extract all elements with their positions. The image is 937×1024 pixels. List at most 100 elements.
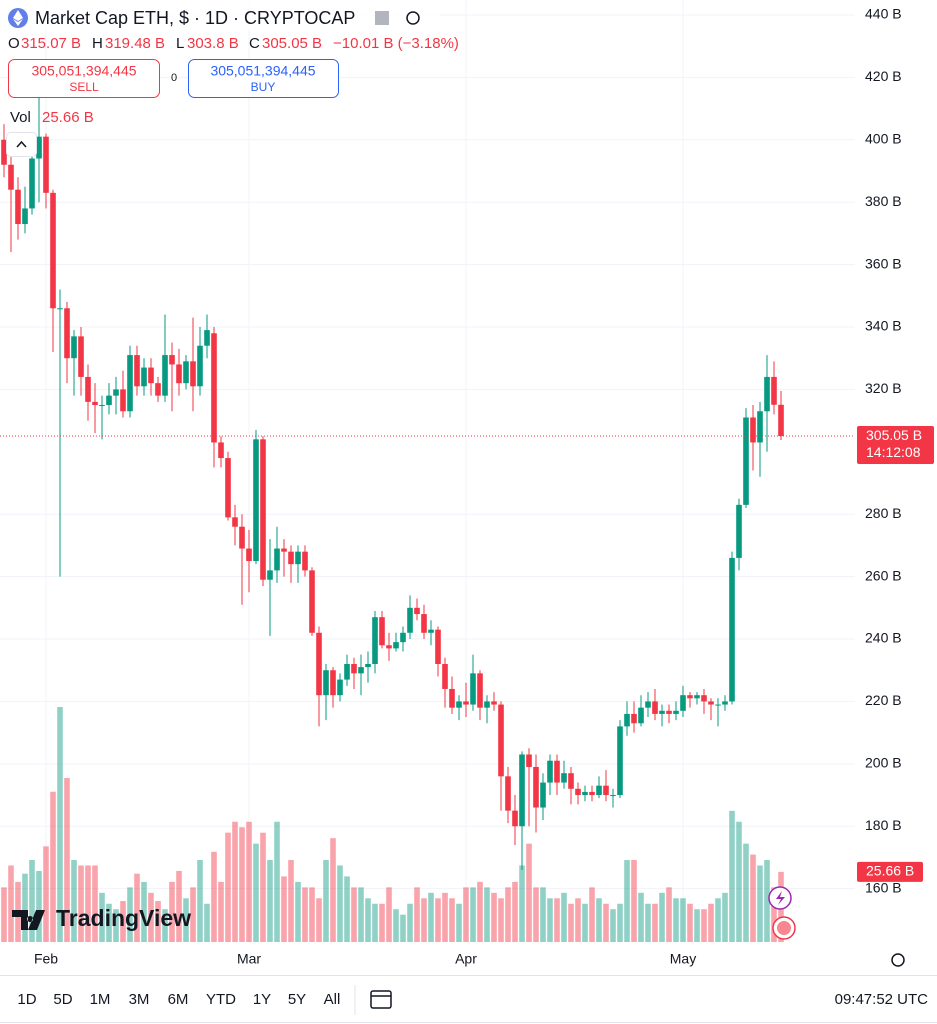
volume-bar <box>295 881 301 942</box>
volume-bar <box>29 860 35 942</box>
y-tick-label: 160 B <box>865 879 902 895</box>
volume-bar <box>1 887 7 942</box>
volume-bar <box>8 865 14 942</box>
volume-bar <box>323 860 329 942</box>
buy-button[interactable] <box>188 59 339 98</box>
candle-body <box>449 688 455 708</box>
brand: TradingView <box>56 905 191 931</box>
ohlc-key: O <box>8 35 20 52</box>
timeframe-button[interactable]: 3M <box>129 991 150 1008</box>
timeframe-button[interactable]: YTD <box>206 991 236 1008</box>
y-tick-label: 340 B <box>865 318 902 334</box>
candle-body <box>575 788 581 796</box>
ohlc-value: 305.05 B <box>262 35 322 52</box>
candle-body <box>295 551 301 565</box>
candle-body <box>757 411 763 443</box>
volume-bar <box>344 876 350 942</box>
volume-bar <box>316 898 322 942</box>
volume-bar <box>456 903 462 942</box>
candle-body <box>470 673 476 705</box>
spread: 0 <box>171 72 177 84</box>
candle-body <box>407 607 413 633</box>
volume-tag <box>857 861 923 882</box>
volume-bar <box>743 843 749 942</box>
volume-layer <box>1 707 784 942</box>
candle-body <box>547 760 553 783</box>
candle-body <box>351 663 357 674</box>
candle-body <box>106 395 112 406</box>
x-tick-label: Mar <box>237 951 261 967</box>
volume-bar <box>85 865 91 942</box>
timeframe-button[interactable]: 1Y <box>253 991 271 1008</box>
sell-button[interactable] <box>8 59 160 98</box>
candle-body <box>211 333 217 443</box>
y-tick-label: 380 B <box>865 193 902 209</box>
volume-bar <box>596 898 602 942</box>
y-tick-label: 180 B <box>865 817 902 833</box>
volume-bar <box>134 873 140 942</box>
header-bg <box>0 0 440 30</box>
timeframe-button[interactable]: All <box>324 991 341 1008</box>
volume-bar <box>694 909 700 942</box>
candle-body <box>134 355 140 387</box>
candle-body <box>442 663 448 689</box>
volume-bar <box>757 865 763 942</box>
candle-body <box>456 701 462 708</box>
candle-body <box>176 364 182 384</box>
candle-body <box>568 773 574 789</box>
candle-body <box>708 701 714 705</box>
hide-icon[interactable] <box>406 11 420 25</box>
volume-bar <box>113 909 119 942</box>
candle-body <box>659 710 665 714</box>
volume-bar <box>204 903 210 942</box>
timeframe-button[interactable]: 1M <box>90 991 111 1008</box>
volume-bar <box>589 887 595 942</box>
timeframe-button[interactable]: 5D <box>53 991 72 1008</box>
flag-icon[interactable] <box>375 11 389 25</box>
candle-body <box>596 785 602 796</box>
date-range-icon[interactable] <box>370 990 392 1009</box>
price-axis <box>855 0 937 975</box>
volume-bar <box>519 865 525 942</box>
volume-bar <box>771 887 777 942</box>
volume-bar <box>442 892 448 942</box>
volume-bar <box>148 892 154 942</box>
timeframe-button[interactable]: 6M <box>168 991 189 1008</box>
volume-bar <box>43 846 49 942</box>
candle-body <box>141 367 147 387</box>
volume-bar <box>260 832 266 942</box>
buy-label: BUY <box>251 80 276 94</box>
volume-bar <box>127 887 133 942</box>
candle-body <box>197 345 203 387</box>
volume-bar <box>274 821 280 942</box>
candle-body <box>260 439 266 580</box>
candle-body <box>715 704 721 706</box>
volume-bar <box>575 898 581 942</box>
candle-body <box>155 383 161 396</box>
candle-body <box>113 389 119 396</box>
timeframe-button[interactable]: 5Y <box>288 991 306 1008</box>
change: −10.01 B (−3.18%) <box>333 35 459 52</box>
volume-bar <box>568 903 574 942</box>
candle-body <box>85 376 91 402</box>
volume-bar <box>421 898 427 942</box>
volume-bar <box>631 860 637 942</box>
volume-bar <box>64 778 70 942</box>
candle-body <box>414 607 420 615</box>
volume-bar <box>386 887 392 942</box>
candle-body <box>8 164 14 190</box>
x-tick-label: May <box>670 951 696 967</box>
candle-body <box>323 670 329 696</box>
timeframe-button[interactable]: 1D <box>17 991 36 1008</box>
candle-body <box>302 551 308 571</box>
y-tick-label: 360 B <box>865 255 902 271</box>
settings-icon[interactable] <box>891 953 905 967</box>
candle-body <box>624 713 630 727</box>
candle-body <box>666 710 672 714</box>
candle-body <box>687 695 693 699</box>
candle-body <box>694 695 700 699</box>
candle-body <box>169 355 175 365</box>
volume-bar <box>484 887 490 942</box>
collapse-button[interactable] <box>6 132 37 157</box>
volume-bar <box>463 887 469 942</box>
